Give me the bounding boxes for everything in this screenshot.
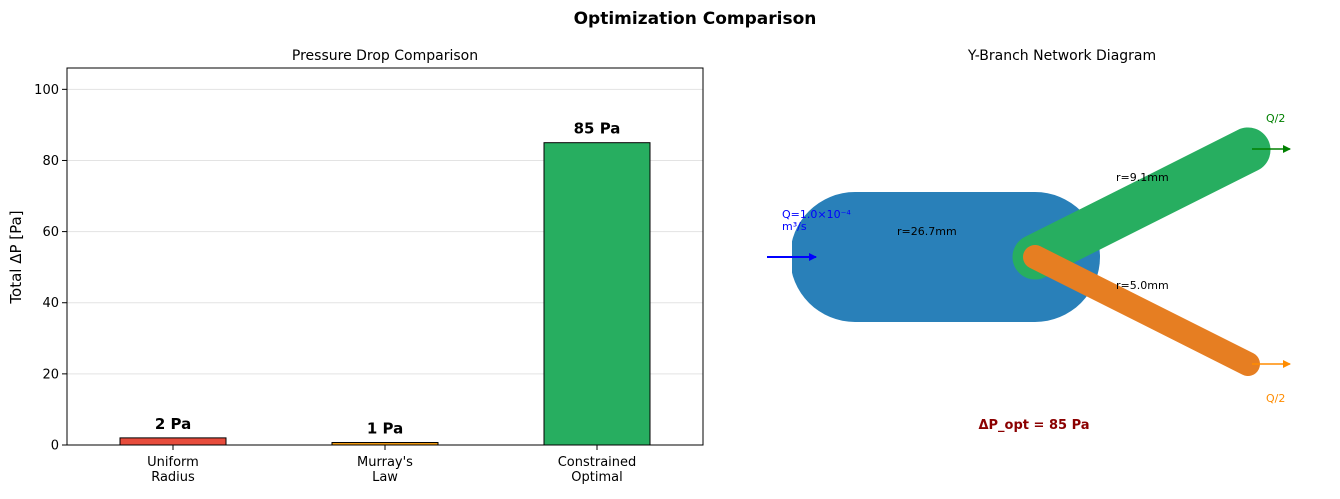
diagram-title: Y-Branch Network Diagram <box>967 48 1156 64</box>
bar-chart-title: Pressure Drop Comparison <box>292 48 478 64</box>
y-tick-label: 40 <box>42 296 59 311</box>
x-tick-label: Constrained Optimal <box>558 455 637 485</box>
y-axis-label: Total ΔP [Pa] <box>7 210 25 304</box>
upper-radius-label: r=9.1mm <box>1116 171 1169 184</box>
y-tick-label: 100 <box>34 83 59 98</box>
y-tick-label: 80 <box>42 154 59 169</box>
parent-radius-label: r=26.7mm <box>897 225 957 238</box>
figure-title: Optimization Comparison <box>574 9 817 29</box>
x-tick-label: Uniform Radius <box>147 455 199 485</box>
x-tick-label: Murray's Law <box>357 455 413 485</box>
inflow-label-line2: m³/s <box>782 220 807 233</box>
bar-value-label: 2 Pa <box>155 415 191 433</box>
y-tick-label: 0 <box>51 439 59 454</box>
inflow-label-line1: Q=1.0×10⁻⁴ <box>782 208 851 221</box>
upper-branch <box>1012 127 1271 280</box>
lower-radius-label: r=5.0mm <box>1116 279 1169 292</box>
parent-vessel-clip <box>720 180 792 340</box>
bar-value-label: 85 Pa <box>574 120 621 138</box>
network-diagram: Y-Branch Network Diagram r=26.7mm r=9.1m… <box>720 48 1291 433</box>
y-tick-label: 20 <box>42 367 59 382</box>
bar-value-labels: 2 Pa 1 Pa 85 Pa <box>155 120 621 438</box>
bars <box>119 142 651 446</box>
upper-flow-label: Q/2 <box>1266 112 1285 125</box>
optimal-pressure-annotation: ΔP_opt = 85 Pa <box>978 418 1089 433</box>
bar-value-label: 1 Pa <box>367 420 403 438</box>
lower-flow-label: Q/2 <box>1266 392 1285 405</box>
bar <box>119 437 227 446</box>
y-ticks: 0 20 40 60 80 100 <box>34 83 67 454</box>
y-tick-label: 60 <box>42 225 59 240</box>
lower-branch <box>1023 245 1260 376</box>
bar <box>543 142 651 446</box>
x-ticks: Uniform Radius Murray's Law Constrained Optim… <box>147 445 636 485</box>
bar-chart: Pressure Drop Comparison 2 Pa 1 Pa 85 Pa 0… <box>7 48 704 485</box>
